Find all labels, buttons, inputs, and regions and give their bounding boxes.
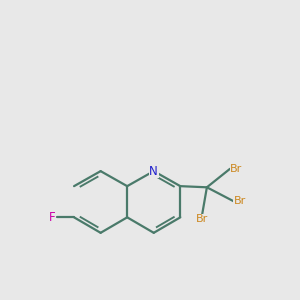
Text: N: N bbox=[149, 165, 158, 178]
Text: Br: Br bbox=[196, 214, 208, 224]
Text: F: F bbox=[49, 211, 56, 224]
Text: Br: Br bbox=[233, 196, 246, 206]
Text: Br: Br bbox=[230, 164, 242, 174]
